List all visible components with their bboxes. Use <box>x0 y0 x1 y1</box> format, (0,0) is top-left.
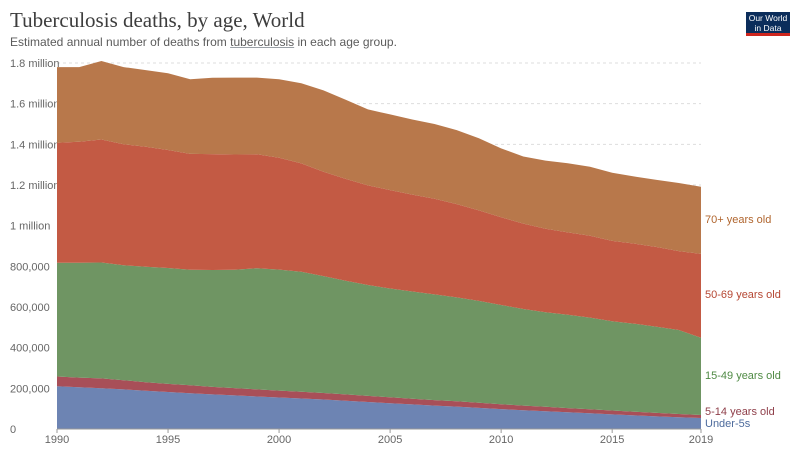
series-label-3: 50-69 years old <box>705 289 781 301</box>
y-tick-label: 200,000 <box>10 383 50 395</box>
owid-logo[interactable]: Our World in Data <box>746 12 790 36</box>
area-series-3 <box>57 139 701 338</box>
y-tick-label: 1.2 million <box>10 180 60 192</box>
x-tick-label: 2005 <box>378 434 402 446</box>
y-tick-label: 400,000 <box>10 343 50 355</box>
y-tick-label: 600,000 <box>10 302 50 314</box>
y-tick-label: 1 million <box>10 221 50 233</box>
area-series-2 <box>57 262 701 415</box>
chart-title: Tuberculosis deaths, by age, World <box>10 8 305 32</box>
logo-line-2: in Data <box>754 22 782 33</box>
area-series-1 <box>57 376 701 418</box>
y-tick-label: 1.8 million <box>10 58 60 70</box>
y-tick-label: 0 <box>10 424 16 436</box>
logo-line-1: Our World <box>748 13 788 23</box>
x-tick-label: 1990 <box>45 434 69 446</box>
chart-subtitle: Estimated annual number of deaths from t… <box>10 35 397 49</box>
y-tick-label: 1.6 million <box>10 99 60 111</box>
x-tick-label: 1995 <box>156 434 180 446</box>
area-series-0 <box>57 386 701 429</box>
x-tick-label: 2010 <box>489 434 513 446</box>
y-tick-label: 800,000 <box>10 261 50 273</box>
x-tick-label: 2019 <box>689 434 713 446</box>
series-label-0: Under-5s <box>705 418 751 430</box>
subtitle-text-before: Estimated annual number of deaths from <box>10 35 231 49</box>
tuberculosis-link[interactable]: tuberculosis <box>230 35 295 49</box>
x-tick-label: 2000 <box>267 434 291 446</box>
series-label-1: 5-14 years old <box>705 406 775 418</box>
series-label-2: 15-49 years old <box>705 370 781 382</box>
subtitle-text-after: in each age group. <box>294 35 397 49</box>
series-label-4: 70+ years old <box>705 214 771 226</box>
area-series-4 <box>57 61 701 254</box>
x-tick-label: 2015 <box>600 434 624 446</box>
y-tick-label: 1.4 million <box>10 139 60 151</box>
